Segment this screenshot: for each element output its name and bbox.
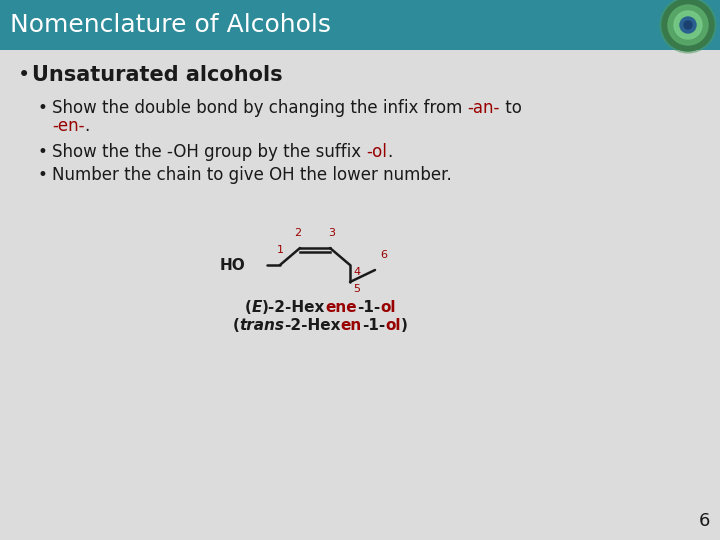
Text: -1-: -1- (362, 319, 385, 334)
Text: en: en (341, 319, 362, 334)
Text: 6: 6 (698, 512, 710, 530)
Text: Unsaturated alcohols: Unsaturated alcohols (32, 65, 283, 85)
Text: ol: ol (385, 319, 401, 334)
Text: -en-: -en- (52, 117, 84, 135)
Text: 6: 6 (380, 250, 387, 260)
Circle shape (684, 21, 692, 29)
Text: -1-: -1- (356, 300, 380, 315)
Text: ol: ol (380, 300, 395, 315)
Text: -an-: -an- (467, 99, 500, 117)
Text: E: E (251, 300, 262, 315)
Text: •: • (18, 65, 30, 85)
Bar (0, 0, 720, 50)
Text: .: . (387, 143, 392, 161)
Text: HO: HO (220, 258, 245, 273)
Circle shape (680, 17, 696, 33)
Text: •: • (38, 99, 48, 117)
Text: 2: 2 (294, 228, 302, 238)
Text: Show the the -OH group by the suffix: Show the the -OH group by the suffix (52, 143, 366, 161)
Text: -ol: -ol (366, 143, 387, 161)
Text: -2-Hex: -2-Hex (284, 319, 341, 334)
Text: 3: 3 (328, 228, 336, 238)
Text: )-2-Hex: )-2-Hex (262, 300, 325, 315)
Text: •: • (38, 143, 48, 161)
Text: •: • (38, 166, 48, 184)
Text: (: ( (233, 319, 239, 334)
Text: .: . (84, 117, 90, 135)
Text: trans: trans (239, 319, 284, 334)
Circle shape (660, 0, 716, 53)
Text: Nomenclature of Alcohols: Nomenclature of Alcohols (10, 13, 331, 37)
Text: 4: 4 (353, 267, 360, 277)
Text: 1: 1 (276, 245, 284, 255)
Text: Show the double bond by changing the infix from: Show the double bond by changing the inf… (52, 99, 467, 117)
Text: ): ) (401, 319, 408, 334)
Text: (: ( (245, 300, 251, 315)
Circle shape (674, 11, 702, 39)
Text: 5: 5 (353, 284, 360, 294)
Circle shape (662, 0, 714, 51)
Text: to: to (500, 99, 522, 117)
Circle shape (668, 5, 708, 45)
Text: Number the chain to give OH the lower number.: Number the chain to give OH the lower nu… (52, 166, 451, 184)
Text: ene: ene (325, 300, 356, 315)
